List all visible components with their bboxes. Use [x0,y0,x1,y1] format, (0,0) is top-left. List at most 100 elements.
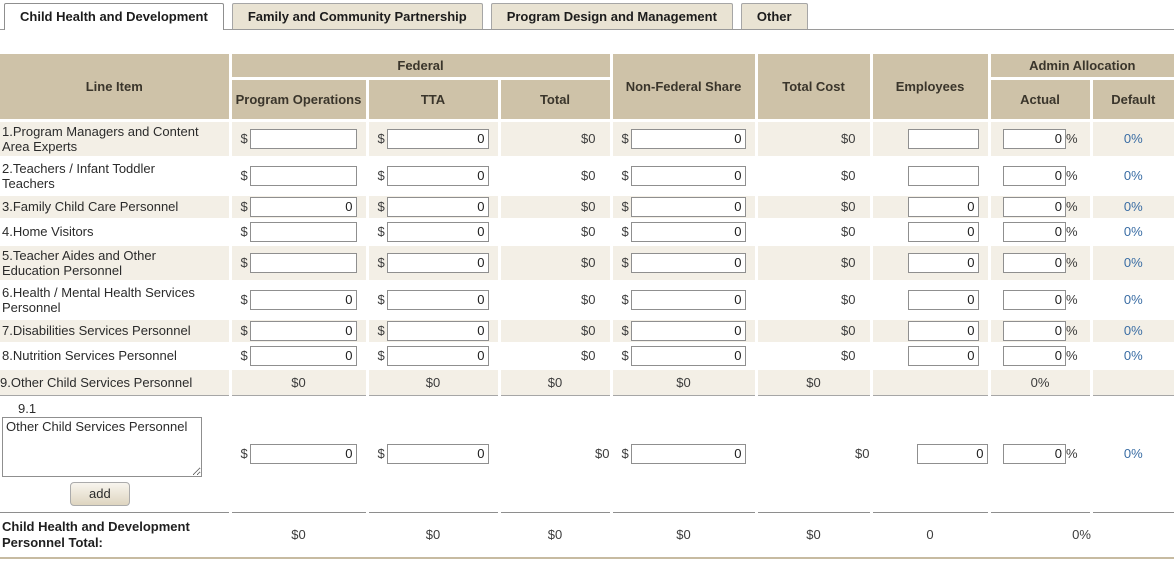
dollar-sign: $ [240,131,248,146]
default-allocation-value: 0% [1091,318,1174,345]
tta-input[interactable] [386,320,489,341]
non-federal-share-input[interactable] [630,320,746,341]
program-operations-cell: $ [230,395,369,512]
col-group-header-federal: Federal [230,54,613,80]
non-federal-share-input[interactable] [630,345,746,366]
tta-input[interactable] [386,345,489,366]
non-federal-share-input[interactable] [630,443,746,464]
default-allocation-value: 0% [1091,343,1174,370]
employees-input[interactable] [907,196,979,217]
employees-input[interactable] [907,289,979,310]
line-item-label: 7.Disabilities Services Personnel [0,318,232,345]
tta-input[interactable] [386,165,489,186]
line-item-label: 6.Health / Mental Health Services Person… [0,281,232,320]
total-tta: $0 [367,511,499,559]
actual-allocation-input[interactable] [1002,289,1066,310]
program-operations-input[interactable] [249,221,357,242]
non-federal-share-cell: $ [611,194,758,221]
federal-total-value: $0 [499,157,613,196]
federal-total-value: $0 [499,318,613,345]
program-operations-input[interactable] [249,289,357,310]
dollar-sign: $ [240,199,248,214]
tta-cell: $ [367,194,501,221]
actual-allocation-input[interactable] [1002,443,1066,464]
actual-allocation-input[interactable] [1002,221,1066,242]
federal-total-value: $0 [499,219,613,246]
percent-sign: % [1065,323,1078,338]
tta-input[interactable] [386,221,489,242]
col-header-tta: TTA [367,78,501,122]
non-federal-share-input[interactable] [630,221,746,242]
program-operations-input[interactable] [249,165,357,186]
col-header-line-item: Line Item [0,54,232,122]
actual-allocation-input[interactable] [1002,320,1066,341]
employees-cell [871,244,991,283]
program-operations-cell: $ [230,318,369,345]
program-operations-input[interactable] [249,443,357,464]
tab-child-health-and-development[interactable]: Child Health and Development [4,3,224,30]
non-federal-share-input[interactable] [630,165,746,186]
line-item-label: 5.Teacher Aides and Other Education Pers… [0,244,232,283]
non-federal-share-input[interactable] [630,196,746,217]
employees-input[interactable] [907,252,979,273]
dollar-sign: $ [240,348,248,363]
actual-allocation-input[interactable] [1002,252,1066,273]
dollar-sign: $ [240,255,248,270]
employees-input[interactable] [907,165,979,186]
percent-sign: % [1065,446,1078,461]
tta-input[interactable] [386,289,489,310]
employees-input[interactable] [907,221,979,242]
employees-input[interactable] [916,443,988,464]
program-operations-input[interactable] [249,345,357,366]
dollar-sign: $ [621,292,629,307]
tab-program-design-and-management[interactable]: Program Design and Management [490,3,733,29]
non-federal-share-input[interactable] [630,252,746,273]
employees-input[interactable] [907,128,979,149]
other-personnel-name-textarea[interactable]: Other Child Services Personnel [2,416,202,477]
program-operations-cell: $ [230,343,369,370]
actual-allocation-cell: % [989,194,1093,221]
program-operations-input[interactable] [249,252,357,273]
add-button[interactable]: add [70,481,130,506]
program-operations-input[interactable] [249,320,357,341]
tta-input[interactable] [386,128,489,149]
total-admin-allocation: 0% [989,511,1174,559]
percent-sign: % [1065,348,1078,363]
non-federal-share-cell: $ [611,395,758,512]
non-federal-share-cell: $ [611,219,758,246]
dollar-sign: $ [621,168,629,183]
percent-sign: % [1065,168,1078,183]
total-cost-value: $0 [756,219,873,246]
total-cost-value: $0 [756,244,873,283]
tab-family-and-community-partnership[interactable]: Family and Community Partnership [231,3,483,29]
program-operations-input[interactable] [249,196,357,217]
tab-other[interactable]: Other [740,3,808,29]
employees-cell [871,281,991,320]
total-cost-value: $0 [756,343,873,370]
tta-input[interactable] [386,443,489,464]
employees-input[interactable] [907,320,979,341]
dollar-sign: $ [240,292,248,307]
actual-allocation-input[interactable] [1002,345,1066,366]
dollar-sign: $ [377,224,385,239]
program-operations-cell: $ [230,281,369,320]
actual-allocation-input[interactable] [1002,196,1066,217]
actual-allocation-cell: % [989,281,1093,320]
non-federal-share-input[interactable] [630,289,746,310]
non-federal-share-input[interactable] [630,128,746,149]
employees-input[interactable] [907,345,979,366]
tta-input[interactable] [386,196,489,217]
non-federal-share-cell: $ [611,281,758,320]
default-allocation-value: 0% [1091,219,1174,246]
line-item-label: 3.Family Child Care Personnel [0,194,232,221]
total-cost-value: $0 [756,318,873,345]
actual-allocation-input[interactable] [1002,165,1066,186]
program-operations-input[interactable] [249,128,357,149]
federal-total-value: $0 [499,395,613,512]
tta-input[interactable] [386,252,489,273]
actual-allocation-cell: % [989,395,1093,512]
line-item-rows: 1.Program Managers and Content Area Expe… [0,120,1174,370]
actual-allocation-input[interactable] [1002,128,1066,149]
tta-cell: $ [367,395,501,512]
total-program-operations: $0 [230,511,367,559]
